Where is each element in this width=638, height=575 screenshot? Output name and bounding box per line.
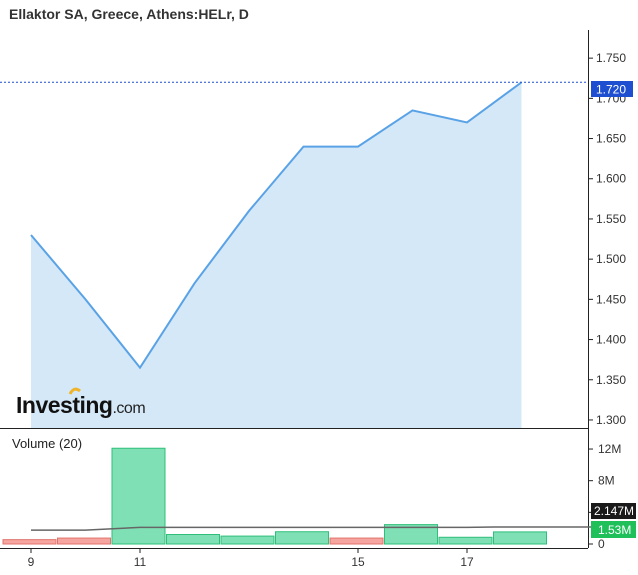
volume-bar <box>2 539 57 545</box>
logo-brand: Investing <box>16 392 112 418</box>
price-tick-label: 1.750 <box>596 51 626 65</box>
price-line <box>30 81 523 370</box>
volume-tick-label: 0 <box>598 537 605 551</box>
volume-tick-label: 8M <box>598 474 615 488</box>
volume-bar <box>493 531 547 545</box>
time-tick-label: 17 <box>460 555 474 569</box>
price-tick-label: 1.550 <box>596 212 626 226</box>
volume-ma-line <box>31 526 631 531</box>
volume-last-tag-bg <box>591 521 636 538</box>
price-tick-label: 1.650 <box>596 132 626 146</box>
volume-ma-tag: 2.147M <box>591 503 636 519</box>
price-tick-label: 1.400 <box>596 333 626 347</box>
volume-last-tag-label: 1.53M <box>598 523 631 537</box>
volume-bar <box>220 535 275 545</box>
last-price-tag: 1.720 <box>591 81 633 97</box>
price-axis: 1.7501.7001.6501.6001.5501.5001.4501.400… <box>588 51 626 427</box>
price-tick-label: 1.500 <box>596 252 626 266</box>
logo-swoosh <box>68 387 81 395</box>
time-axis: 911151721 <box>28 548 474 569</box>
investing-logo: Investing.com <box>16 387 146 418</box>
last-price-tag-bg <box>591 81 633 97</box>
price-tick-label: 1.300 <box>596 413 626 427</box>
volume-bar <box>384 524 438 545</box>
volume-title: Volume (20) <box>12 436 82 451</box>
logo-suffix: .com <box>112 400 145 417</box>
volume-last-tag: 1.53M <box>591 521 636 538</box>
time-tick-label: 9 <box>28 555 35 569</box>
time-tick-label: 15 <box>351 555 365 569</box>
volume-bar <box>275 531 329 545</box>
price-tick-label: 1.450 <box>596 292 626 306</box>
volume-bar <box>438 536 493 545</box>
svg-text:Investing.com: Investing.com <box>16 392 145 418</box>
last-price-tag-label: 1.720 <box>596 83 626 97</box>
price-area <box>31 82 522 428</box>
time-tick-label: 11 <box>134 555 147 569</box>
volume-pane: Volume (20) 12M8M4M0 2.147M 1.53M <box>2 436 636 551</box>
volume-bar <box>111 447 166 545</box>
price-tick-label: 1.350 <box>596 373 626 387</box>
volume-bar <box>57 537 111 545</box>
volume-ma-tag-bg <box>591 503 636 519</box>
volume-ma-tag-label: 2.147M <box>594 504 634 518</box>
volume-tick-label: 12M <box>598 442 621 456</box>
price-pane: 1.7501.7001.6501.6001.5501.5001.4501.400… <box>0 51 633 428</box>
chart-title: Ellaktor SA, Greece, Athens:HELr, D <box>9 6 249 22</box>
price-tick-label: 1.600 <box>596 172 626 186</box>
volume-bar <box>166 534 220 545</box>
volume-bar <box>329 537 384 545</box>
